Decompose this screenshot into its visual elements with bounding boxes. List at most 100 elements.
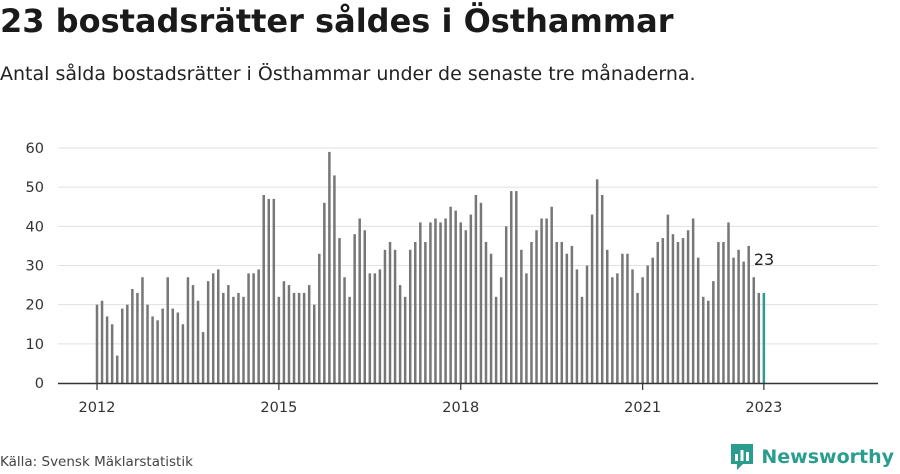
bar	[408, 249, 412, 383]
source-note: Källa: Svensk Mäklarstatistik	[0, 454, 193, 470]
bar-latest	[762, 292, 766, 383]
bar	[171, 308, 175, 383]
chart-title: 23 bostadsrätter såldes i Östhammar	[0, 2, 674, 40]
y-tick-label: 20	[26, 298, 44, 314]
bar	[272, 198, 276, 383]
bar	[727, 222, 730, 383]
bar	[661, 238, 665, 383]
bar	[520, 249, 523, 383]
bar	[282, 281, 286, 383]
bar	[196, 300, 200, 383]
bar	[237, 292, 240, 383]
bar	[621, 253, 624, 383]
bar	[429, 222, 432, 383]
bar	[353, 234, 356, 383]
bar	[292, 292, 296, 383]
y-tick-label: 60	[26, 141, 44, 157]
bar	[414, 242, 417, 383]
bar	[560, 242, 564, 383]
y-tick-label: 40	[26, 219, 44, 235]
bar	[247, 273, 250, 383]
bar	[747, 245, 750, 383]
bar	[474, 195, 478, 383]
x-tick-label: 2018	[442, 400, 479, 416]
bar	[439, 222, 442, 383]
bar	[626, 253, 629, 383]
bar	[545, 218, 548, 383]
bar	[166, 277, 169, 383]
bar	[222, 292, 225, 383]
chart-subtitle: Antal sålda bostadsrätter i Östhammar un…	[0, 63, 696, 85]
bar	[464, 230, 468, 383]
bar	[343, 277, 346, 383]
bar	[494, 296, 498, 383]
bar	[181, 324, 185, 383]
bar	[302, 292, 306, 383]
bar	[575, 269, 579, 383]
bar	[312, 304, 316, 383]
bar	[186, 277, 190, 383]
bar	[191, 285, 195, 383]
bar	[252, 273, 255, 383]
bar	[151, 316, 154, 383]
bar	[348, 296, 351, 383]
newsworthy-logo-icon	[731, 444, 754, 470]
bar	[742, 261, 745, 383]
bar	[449, 206, 452, 383]
bar	[403, 296, 407, 383]
bar	[328, 151, 331, 383]
bar	[201, 332, 205, 383]
bar	[277, 296, 281, 383]
bar	[701, 296, 705, 383]
bar	[676, 242, 680, 383]
bar	[388, 242, 392, 383]
bar	[525, 273, 528, 383]
bar	[110, 324, 114, 383]
bar	[454, 210, 457, 383]
bar	[484, 242, 488, 383]
bar	[696, 257, 700, 383]
bar	[595, 179, 599, 383]
bar	[227, 285, 230, 383]
bar	[712, 281, 715, 383]
bar	[444, 218, 447, 383]
bar	[510, 191, 513, 383]
bar	[686, 230, 690, 383]
bar	[176, 312, 180, 383]
brand-name: Newsworthy	[761, 446, 894, 468]
bar	[398, 285, 402, 383]
bar	[393, 249, 397, 383]
bar	[565, 253, 569, 383]
bar	[141, 277, 144, 383]
bar	[656, 242, 660, 383]
brand-logo[interactable]: Newsworthy	[729, 442, 894, 472]
bar	[530, 242, 533, 383]
bar	[262, 195, 265, 383]
bar	[479, 202, 483, 383]
y-tick-label: 30	[26, 259, 44, 275]
bar	[307, 285, 311, 383]
bar	[105, 316, 109, 383]
bar	[691, 218, 695, 383]
bar	[318, 253, 321, 383]
bar	[287, 285, 291, 383]
bar	[206, 281, 210, 383]
bar	[363, 230, 367, 383]
bar	[489, 253, 493, 383]
bar	[323, 202, 326, 383]
bar	[722, 242, 725, 383]
bar	[590, 214, 594, 383]
y-tick-label: 50	[26, 180, 44, 196]
bar	[671, 234, 675, 383]
bar	[646, 265, 649, 383]
bar	[707, 300, 710, 383]
bar	[616, 273, 619, 383]
bar	[737, 249, 740, 383]
y-tick-label: 0	[35, 376, 44, 392]
bar	[469, 214, 473, 383]
bar	[383, 249, 387, 383]
bar	[631, 269, 634, 383]
bar	[146, 304, 149, 383]
bar	[232, 296, 235, 383]
